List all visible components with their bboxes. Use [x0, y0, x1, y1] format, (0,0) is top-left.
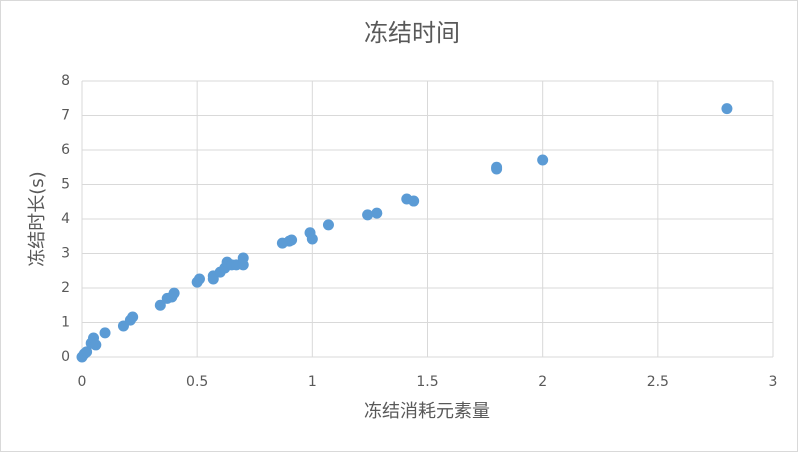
point [306, 233, 318, 245]
point [81, 346, 93, 358]
point [237, 252, 249, 264]
y-tick-label: 5 [61, 177, 70, 193]
point [322, 219, 334, 231]
point [537, 154, 549, 166]
point [207, 273, 219, 285]
y-tick-label: 8 [61, 73, 70, 89]
point [362, 209, 374, 221]
point [168, 287, 180, 299]
point [99, 327, 111, 339]
y-tick-label: 6 [61, 142, 70, 158]
x-tick-label: 2 [538, 374, 547, 390]
point [154, 299, 166, 311]
y-tick-label: 1 [61, 315, 70, 331]
point [127, 311, 139, 323]
point [286, 234, 298, 246]
point [721, 103, 733, 115]
x-tick-label: 0.5 [186, 374, 208, 390]
y-axis-label: 冻结时长(s) [27, 171, 48, 266]
y-tick-label: 4 [61, 211, 70, 227]
point [371, 207, 383, 219]
point [491, 163, 503, 175]
y-tick-label: 0 [61, 349, 70, 365]
x-tick-label: 1.5 [416, 374, 438, 390]
point [193, 273, 205, 285]
x-tick-label: 3 [769, 374, 778, 390]
chart-title: 冻结时间 [364, 19, 460, 47]
y-tick-label: 7 [61, 108, 70, 124]
x-tick-label: 1 [308, 374, 317, 390]
y-tick-label: 2 [61, 280, 70, 296]
y-tick-label: 3 [61, 246, 70, 262]
point [90, 339, 102, 351]
point [408, 195, 420, 207]
x-axis-label: 冻结消耗元素量 [364, 401, 490, 422]
x-tick-label: 2.5 [647, 374, 669, 390]
x-tick-label: 0 [78, 374, 87, 390]
